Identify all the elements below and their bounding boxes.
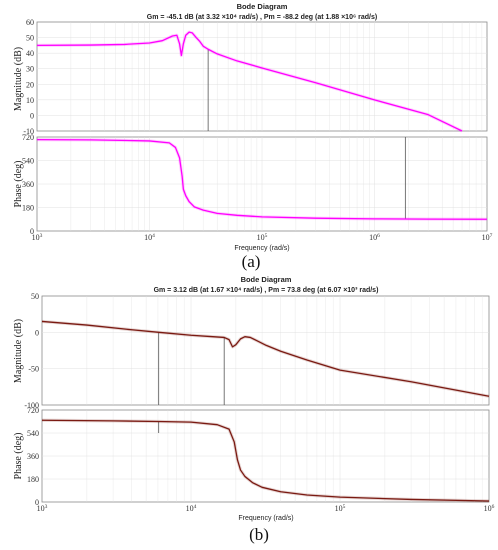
figure-b-xtick-label: 106 (484, 504, 495, 513)
figure-b-xtick-exponent: 3 (45, 504, 48, 510)
figure-a-xtick-base: 10 (257, 233, 265, 242)
figure-a-phase-ytick-label: 360 (22, 180, 34, 189)
figure-b-xtick-exponent: 6 (492, 504, 495, 510)
figure-b-xtick-label: 103 (37, 504, 48, 513)
figure-b-subtitle: Gm = 3.12 dB (at 1.67 ×10⁴ rad/s) , Pm =… (154, 287, 379, 294)
figure-b-xtick-base: 10 (484, 504, 492, 513)
figure-a-magnitude-ytick-label: 40 (26, 49, 34, 58)
figure-b-magnitude-ylabel: Magnitude (dB) (13, 319, 24, 383)
figure-a-xtick-base: 10 (369, 233, 377, 242)
figure-b-magnitude-ytick-label: 0 (35, 328, 39, 337)
figure-a-xtick-base: 10 (482, 233, 490, 242)
figure-b-magnitude-ytick-label: -100 (24, 401, 39, 410)
figure-a-xlabel: Frequency (rad/s) (234, 245, 289, 252)
figure-b-phase-response-line (41, 419, 490, 502)
figure-b-phase-ytick-label: 720 (27, 406, 39, 415)
figure-a-phase-response-line (36, 138, 488, 220)
figure-a-magnitude-ytick-label: 10 (26, 96, 34, 105)
figure-a-magnitude-ylabel: Magnitude (dB) (13, 47, 24, 111)
figure-b-caption: (b) (249, 525, 269, 544)
figure-a-phase-ytick-label: 540 (22, 157, 34, 166)
figure-a-xtick-label: 106 (369, 233, 380, 242)
figure-a-magnitude-ytick-label: 30 (26, 65, 34, 74)
figure-a-xtick-base: 10 (32, 233, 40, 242)
figure-a-magnitude-ytick-label: 50 (26, 34, 34, 43)
figure-b-magnitude-axes (41, 295, 490, 406)
figure-a-caption: (a) (242, 252, 261, 271)
figure-b-xtick-exponent: 4 (194, 504, 197, 510)
figure-a-magnitude-ytick-label: 20 (26, 80, 34, 89)
figure-b-phase-ytick-label: 360 (27, 452, 39, 461)
figure-a-phase-ylabel: Phase (deg) (13, 161, 24, 208)
figure-b-xtick-exponent: 5 (343, 504, 346, 510)
figure-a-phase-ytick-label: 720 (22, 133, 34, 142)
figure-b-xtick-label: 104 (186, 504, 197, 513)
figure-b-xtick-base: 10 (335, 504, 343, 513)
figure-b-magnitude-ytick-label: -50 (28, 365, 39, 374)
figure-a-xtick-label: 105 (257, 233, 268, 242)
figure-a-xtick-exponent: 7 (490, 233, 493, 239)
figure-a-xtick-label: 103 (32, 233, 43, 242)
figure-a-xtick-label: 104 (144, 233, 155, 242)
figure-b-phase-ytick-label: 0 (35, 498, 39, 507)
figure-a-magnitude-ytick-label: 60 (26, 18, 34, 27)
figure-a-subtitle: Gm = -45.1 dB (at 3.32 ×10⁴ rad/s) , Pm … (147, 14, 377, 21)
figure-b-xlabel: Frequency (rad/s) (238, 515, 293, 522)
figure-b-xtick-label: 105 (335, 504, 346, 513)
figure-a-magnitude-ytick-label: -10 (23, 127, 34, 136)
figure-a-title: Bode Diagram (237, 2, 288, 11)
figure-b-title: Bode Diagram (241, 275, 292, 284)
figure-a-xtick-exponent: 4 (152, 233, 155, 239)
figure-b-xtick-base: 10 (186, 504, 194, 513)
figure-b-magnitude-response-line (41, 320, 490, 397)
figure-b-phase-ylabel: Phase (deg) (13, 433, 24, 480)
figure-b-phase-ytick-label: 180 (27, 475, 39, 484)
figure-a-magnitude-response-line (36, 31, 463, 132)
figure-a-phase-ytick-label: 180 (22, 204, 34, 213)
figure-a-xtick-exponent: 3 (40, 233, 43, 239)
figure-b-phase-ytick-label: 540 (27, 429, 39, 438)
figure-b-xtick-base: 10 (37, 504, 45, 513)
figure-a-xtick-base: 10 (144, 233, 152, 242)
figure-a-xtick-exponent: 6 (377, 233, 380, 239)
figure-b-magnitude-ytick-label: 50 (31, 292, 39, 301)
figure-a-xtick-label: 107 (482, 233, 493, 242)
figure-a-xtick-exponent: 5 (265, 233, 268, 239)
figure-a-magnitude-ytick-label: 0 (30, 111, 34, 120)
figure-a-phase-ytick-label: 0 (30, 227, 34, 236)
